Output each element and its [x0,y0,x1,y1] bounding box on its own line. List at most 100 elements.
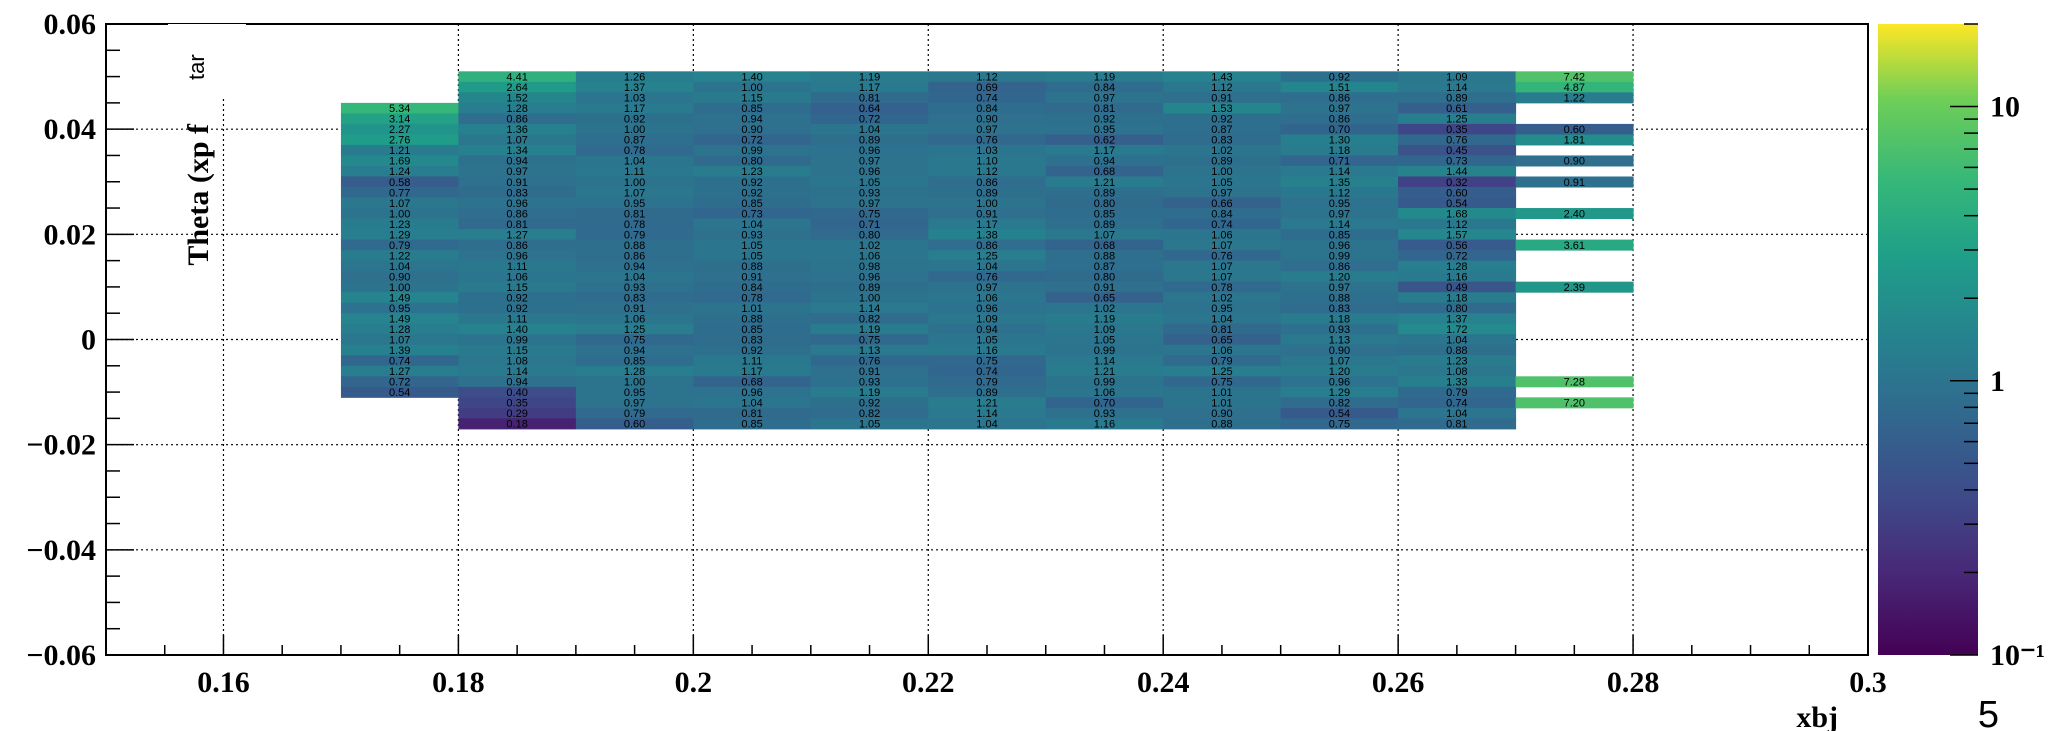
cell-value-label: 7.20 [1564,398,1585,410]
cell-value-label: 1.40 [741,72,762,84]
heatmap-cell [1163,71,1282,83]
heatmap-cell [928,281,1047,293]
heatmap-cell [575,397,694,409]
heatmap-cell [1398,260,1517,272]
heatmap-cell [1163,250,1282,262]
cell-value-label: 1.00 [624,177,645,189]
cell-value-label: 0.94 [506,156,527,168]
heatmap-cell [1515,71,1634,83]
heatmap-cell [810,208,929,220]
cell-value-label: 0.99 [741,145,762,157]
heatmap-cell [575,165,694,177]
cell-value-label: 1.00 [976,198,997,210]
heatmap-cell [1163,386,1282,398]
cell-value-label: 0.74 [976,93,997,105]
cell-value-label: 1.29 [389,229,410,241]
cell-value-label: 0.75 [1329,419,1350,431]
color-bar-axis: 10 1 10⁻¹ [1950,23,2045,672]
cell-value-label: 2.40 [1564,208,1585,220]
heatmap-cell [1045,187,1164,199]
cell-value-label: 0.91 [1094,282,1115,294]
cell-value-label: 1.00 [624,124,645,136]
y-tick-label: 0.06 [44,8,97,41]
cell-value-label: 1.00 [741,82,762,94]
cell-value-label: 1.21 [976,398,997,410]
cell-value-label: 0.94 [624,345,645,357]
heatmap-cell [340,239,459,251]
heatmap-cell [1398,187,1517,199]
heatmap-cell [340,344,459,356]
heatmap-cell [693,197,812,209]
heatmap-cell [340,334,459,346]
cell-value-label: 1.18 [1329,145,1350,157]
cell-value-label: 0.72 [389,377,410,389]
cell-value-label: 0.95 [1094,124,1115,136]
cell-value-label: 0.89 [1211,156,1232,168]
cell-value-label: 0.93 [859,187,880,199]
heatmap-cell [1398,334,1517,346]
heatmap-cell [1163,334,1282,346]
heatmap-cell [340,355,459,367]
heatmap-cell [575,71,694,83]
cell-value-label: 0.97 [1094,93,1115,105]
cell-value-label: 0.85 [741,198,762,210]
heatmap-cell [1515,81,1634,93]
heatmap-cell [1045,229,1164,241]
heatmap-cell [810,281,929,293]
cell-value-label: 0.54 [1446,198,1467,210]
heatmap-cell [1163,155,1282,167]
cell-value-label: 0.68 [1094,166,1115,178]
cell-value-label: 1.21 [1094,177,1115,189]
heatmap-cell [575,407,694,419]
cell-value-label: 1.68 [1446,208,1467,220]
cell-value-label: 1.05 [1211,177,1232,189]
heatmap-cell [1045,334,1164,346]
cell-value-label: 1.06 [624,313,645,325]
cell-value-label: 4.41 [506,72,527,84]
x-tick-label: 0.28 [1607,666,1660,699]
heatmap-cell [693,71,812,83]
heatmap-cell [1045,218,1164,230]
heatmap-cell [340,187,459,199]
heatmap-cell [1045,144,1164,156]
cell-value-label: 0.90 [976,114,997,126]
heatmap-cell [458,355,577,367]
heatmap-cell [575,281,694,293]
cell-value-label: 0.80 [1094,271,1115,283]
y-axis-title: Theta (xp f [182,123,215,266]
heatmap-cell [458,334,577,346]
heatmap-cell [1280,197,1399,209]
cell-value-label: 0.80 [1446,303,1467,315]
heatmap-cell [693,323,812,335]
cell-value-label: 0.80 [1094,198,1115,210]
heatmap-cell [928,155,1047,167]
cell-value-label: 0.69 [976,82,997,94]
cell-value-label: 0.75 [859,335,880,347]
heatmap-cell [1163,81,1282,93]
colorbar-tick-label: 10 [1990,91,2020,124]
heatmap-cell [693,355,812,367]
heatmap-cell [810,144,929,156]
cell-value-label: 0.84 [1094,82,1115,94]
cell-value-label: 1.14 [1329,166,1350,178]
cell-value-label: 1.52 [506,93,527,105]
heatmap-cell [810,176,929,188]
heatmap-cell [1163,165,1282,177]
cell-value-label: 0.94 [506,377,527,389]
cell-value-label: 0.99 [1094,345,1115,357]
cell-value-label: 1.07 [1329,356,1350,368]
cell-value-label: 1.22 [1564,93,1585,105]
cell-value-label: 0.86 [506,240,527,252]
heatmap-cell [458,271,577,283]
cell-value-label: 0.81 [741,408,762,420]
heatmap-cell [693,260,812,272]
heatmap-cell [1280,407,1399,419]
cell-value-label: 1.07 [1211,240,1232,252]
heatmap-cell [340,208,459,220]
heatmap-cell [1163,292,1282,304]
cell-value-label: 0.96 [506,198,527,210]
heatmap-cell [693,92,812,104]
heatmap-cell [1280,176,1399,188]
cell-value-label: 0.97 [976,124,997,136]
heatmap-cell [1515,123,1634,135]
